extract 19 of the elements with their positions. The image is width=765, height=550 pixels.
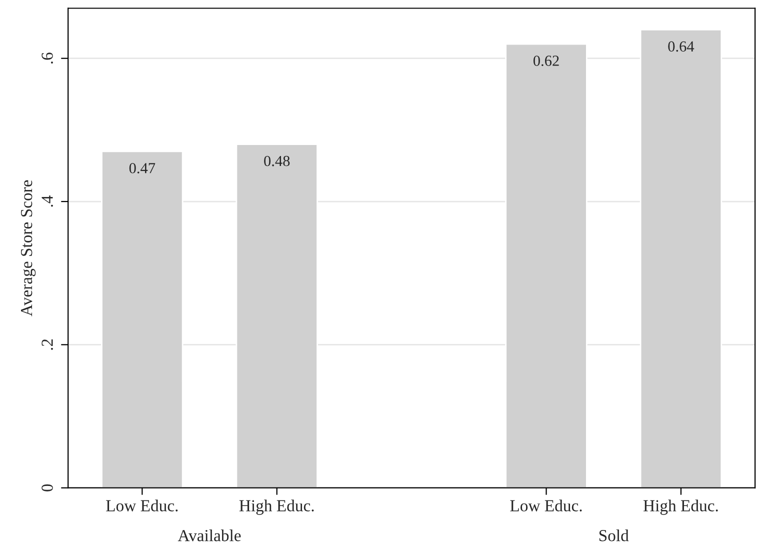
data-label: 0.47 [129,163,156,174]
text: Available [178,530,241,542]
y-tick-label: 0 [42,484,53,492]
x-tick-label: High Educ. [239,500,314,515]
bar [236,144,318,488]
data-label: 0.48 [264,156,290,166]
y-axis-title: Average Store Score [20,180,36,316]
data-label: 0.62 [533,56,559,66]
y-tick-label: .4 [42,196,53,207]
y-tick-label: .6 [42,52,53,64]
bar [505,43,588,488]
y-tick-label: .2 [42,339,53,350]
text: Sold [599,530,629,542]
bar [640,29,722,488]
x-tick-label: Low Educ. [510,500,582,512]
x-tick-label: High Educ. [643,500,718,515]
data-label: 0.64 [668,41,694,52]
bar [101,150,184,488]
x-tick-label: Low Educ. [106,500,178,512]
